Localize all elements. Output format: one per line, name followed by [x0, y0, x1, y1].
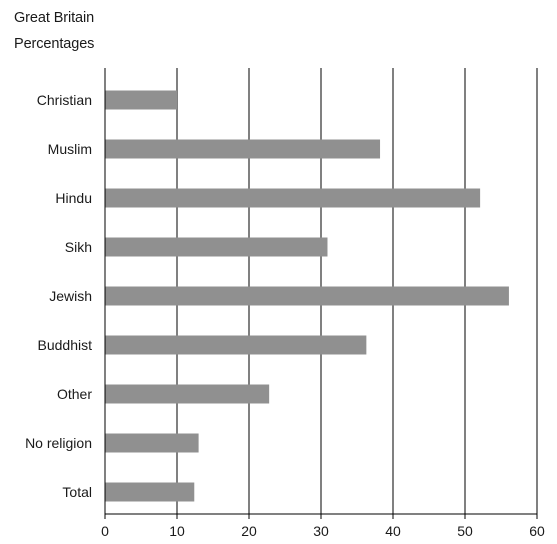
category-label-no-religion: No religion — [25, 435, 92, 451]
x-tick-label-50: 50 — [457, 523, 473, 539]
category-label-hindu: Hindu — [55, 190, 92, 206]
category-label-christian: Christian — [37, 92, 92, 108]
x-tick-label-60: 60 — [529, 523, 545, 539]
x-tick-label-40: 40 — [385, 523, 401, 539]
category-label-buddhist: Buddhist — [38, 337, 93, 353]
bar-sikh — [105, 237, 328, 257]
bar-christian — [105, 90, 177, 110]
category-label-total: Total — [62, 484, 92, 500]
chart-subtitle-region: Great Britain — [14, 10, 95, 26]
bar-other — [105, 384, 270, 404]
bar-hindu — [105, 188, 481, 208]
bar-total — [105, 482, 195, 502]
x-tick-label-10: 10 — [169, 523, 185, 539]
category-label-sikh: Sikh — [65, 239, 92, 255]
x-tick-label-20: 20 — [241, 523, 257, 539]
category-label-jewish: Jewish — [49, 288, 92, 304]
x-tick-label-0: 0 — [101, 523, 109, 539]
x-tick-label-30: 30 — [313, 523, 329, 539]
bar-buddhist — [105, 335, 367, 355]
bar-muslim — [105, 139, 381, 159]
bar-no-religion — [105, 433, 199, 453]
chart-subtitle-unit: Percentages — [14, 36, 95, 52]
category-label-other: Other — [57, 386, 92, 402]
bar-jewish — [105, 286, 509, 306]
category-label-muslim: Muslim — [48, 141, 92, 157]
